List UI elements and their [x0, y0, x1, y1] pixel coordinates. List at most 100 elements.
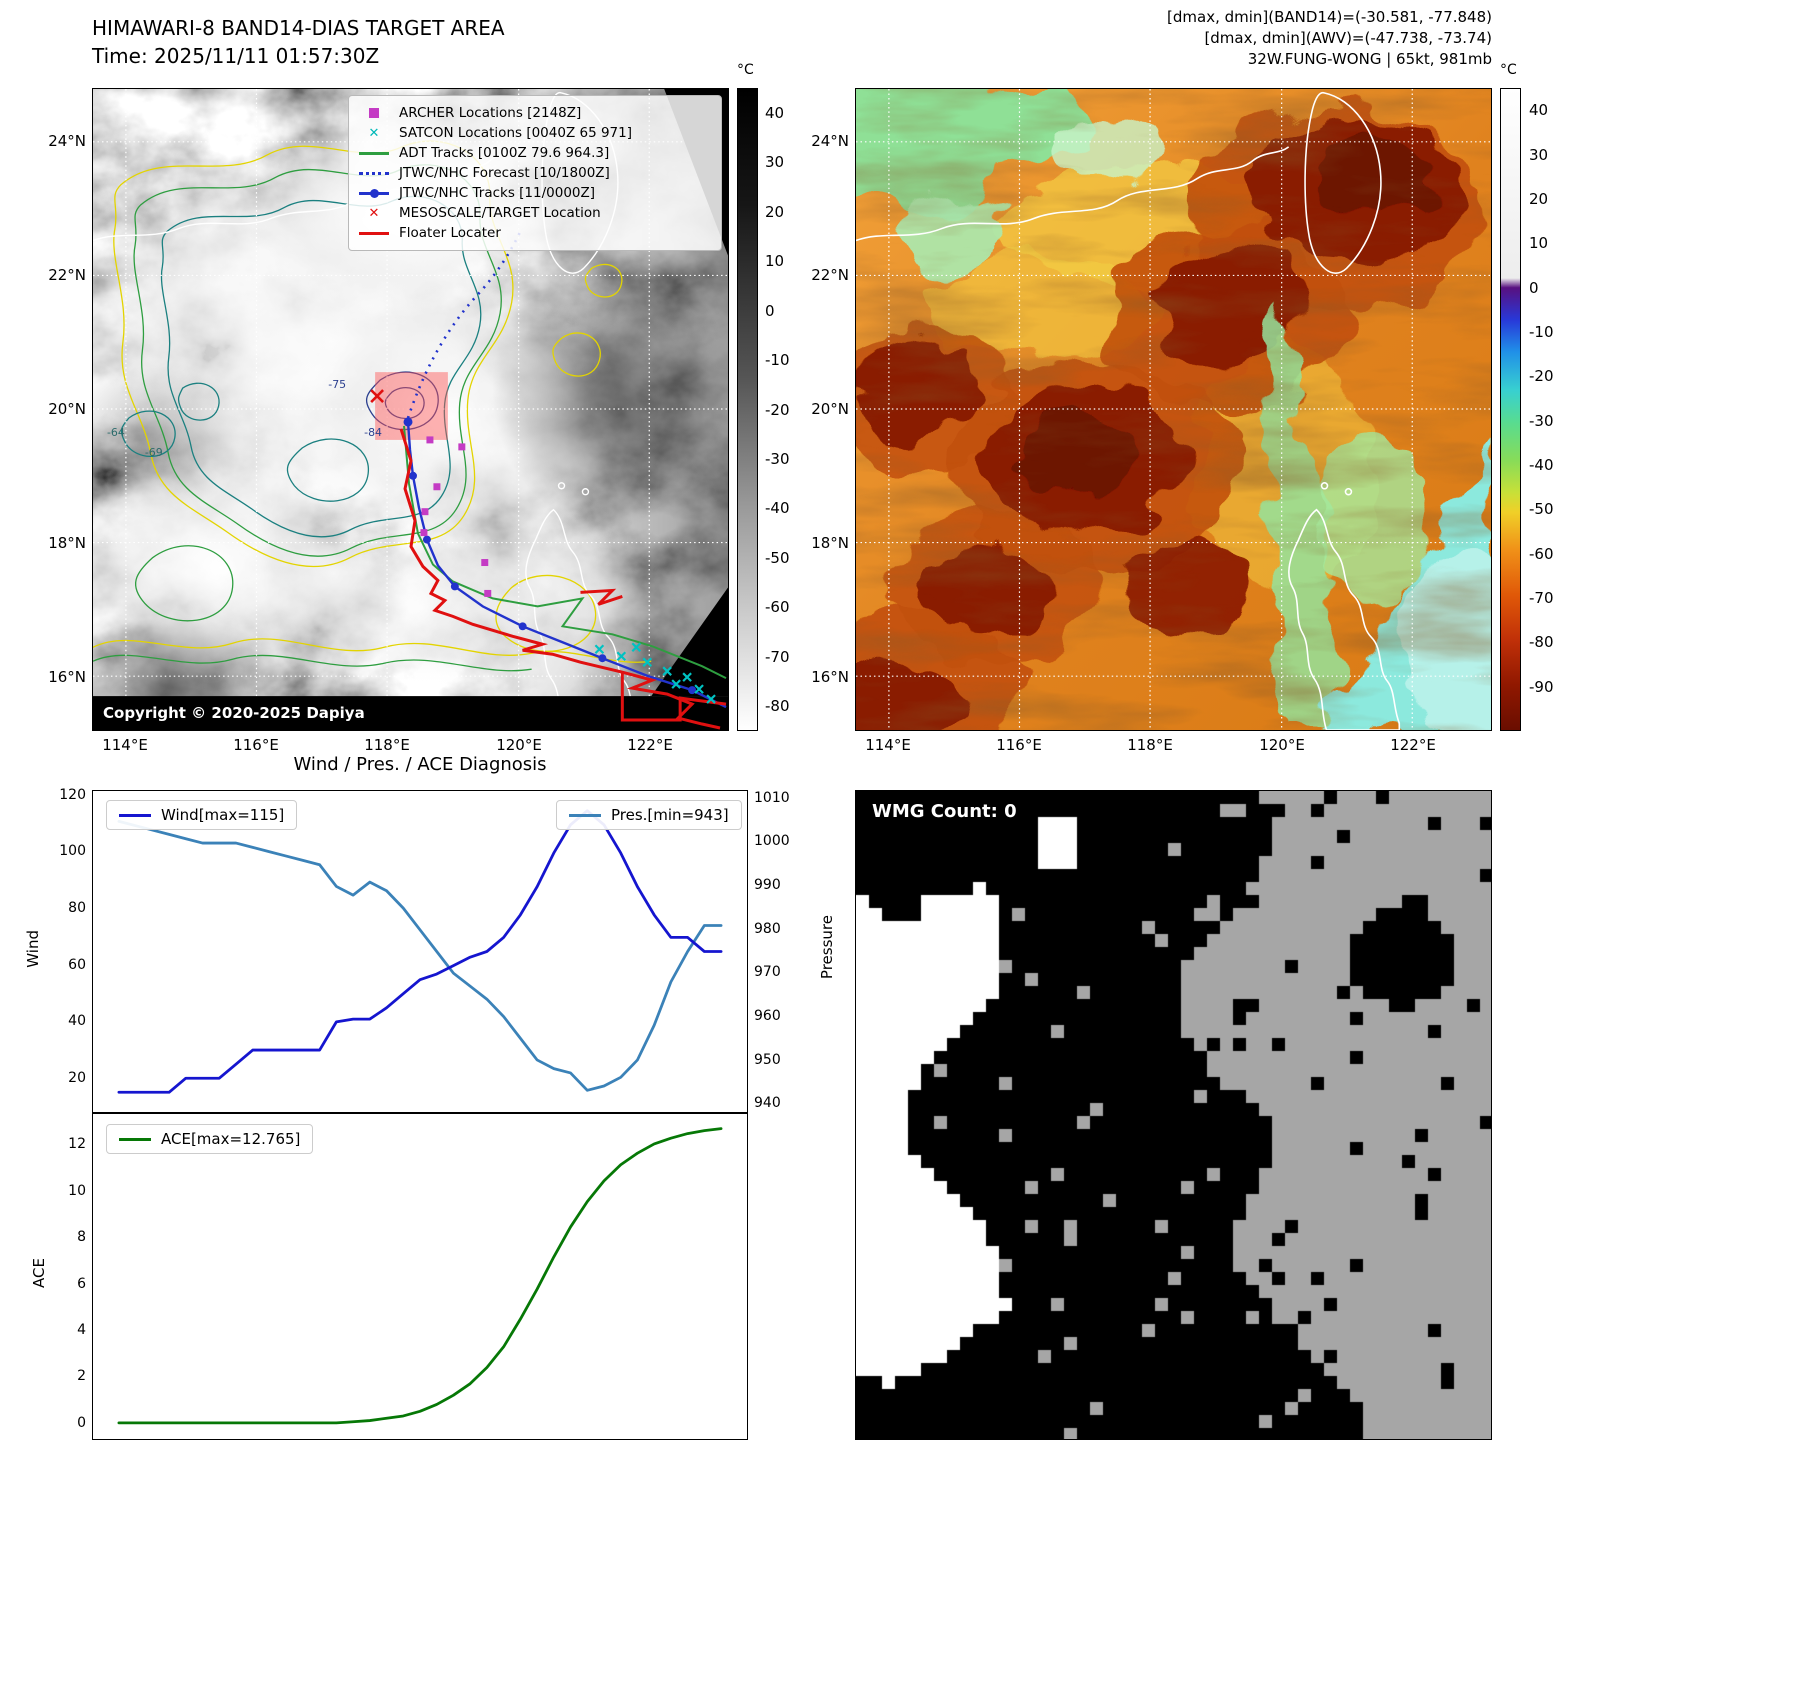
colorbar-tick-label: -30: [765, 449, 790, 468]
copyright-text: Copyright © 2020-2025 Dapiya: [103, 704, 365, 722]
contour-label: -69: [145, 446, 163, 459]
wind-line: [117, 809, 723, 1094]
awv-satellite-image: [806, 74, 1534, 757]
colorbar-tick-label: -60: [1529, 544, 1554, 563]
ace-tick-label: 4: [77, 1322, 86, 1338]
legend-item: ADT Tracks [0100Z 79.6 964.3]: [357, 143, 713, 163]
storm-id-intensity: 32W.FUNG-WONG | 65kt, 981mb: [1247, 50, 1492, 68]
awv-colorbar: [1500, 88, 1521, 731]
band14-subtitle: Time: 2025/11/11 01:57:30Z: [92, 44, 380, 68]
x-tick-label: 118°E: [1127, 736, 1173, 754]
y-tick-label: 16°N: [811, 668, 849, 686]
x-marker-icon: ✕: [368, 125, 380, 141]
pressure-axis-label: Pressure: [818, 915, 836, 980]
pres-legend-line: [569, 813, 601, 817]
colorbar-tick-label: -60: [765, 598, 790, 617]
y-tick-label: 20°N: [811, 400, 849, 418]
wind-tick-label: 120: [59, 786, 86, 803]
x-tick-label: 114°E: [102, 736, 148, 754]
legend-item-label: ARCHER Locations [2148Z]: [399, 105, 582, 121]
y-tick-label: 18°N: [48, 534, 86, 552]
ace-line: [117, 1127, 723, 1425]
colorbar-tick-label: 10: [1529, 234, 1549, 253]
square-marker-icon: [357, 108, 391, 118]
colorbar-tick-label: -10: [1529, 322, 1554, 341]
line-marker-icon: [357, 231, 391, 235]
colorbar-tick-label: 10: [765, 252, 785, 271]
pressure-tick-label: 990: [754, 877, 781, 894]
x-marker-icon: ✕: [368, 205, 380, 221]
band14-colorbar-unit: °C: [737, 62, 754, 78]
wind-legend-line: [119, 813, 151, 817]
legend-item-label: SATCON Locations [0040Z 65 971]: [399, 125, 632, 141]
x-tick-label: 122°E: [1390, 736, 1436, 754]
wind-tick-label: 60: [68, 956, 86, 973]
x-tick-label: 118°E: [364, 736, 410, 754]
awv-header-line-2: [dmax, dmin](AWV)=(-47.738, -73.74): [1204, 29, 1492, 47]
awv-colorbar-unit: °C: [1500, 62, 1517, 78]
pressure-tick-label: 940: [754, 1095, 781, 1112]
wind-tick-label: 100: [59, 843, 86, 860]
colorbar-tick-label: -10: [765, 351, 790, 370]
colorbar-tick-label: -30: [1529, 411, 1554, 430]
wind-pressure-chart: [92, 790, 748, 1113]
band14-title: HIMAWARI-8 BAND14-DIAS TARGET AREA: [92, 16, 505, 40]
y-tick-label: 24°N: [48, 132, 86, 150]
legend-item-label: ADT Tracks [0100Z 79.6 964.3]: [399, 145, 610, 161]
diagnosis-title: Wind / Pres. / ACE Diagnosis: [293, 754, 547, 775]
pressure-line: [117, 819, 723, 1092]
x-tick-label: 120°E: [496, 736, 542, 754]
legend-item: JTWC/NHC Forecast [10/1800Z]: [357, 163, 713, 183]
ace-tick-label: 8: [77, 1229, 86, 1246]
y-tick-label: 22°N: [48, 266, 86, 284]
colorbar-tick-label: 30: [765, 153, 785, 172]
wind-legend-label: Wind[max=115]: [161, 806, 285, 824]
colorbar-tick-label: -80: [765, 697, 790, 716]
storm-tracks: [399, 228, 727, 730]
wind-tick-label: 80: [68, 900, 86, 916]
pressure-tick-label: 1000: [754, 833, 790, 850]
x-tick-label: 116°E: [996, 736, 1042, 754]
colorbar-tick-label: -70: [765, 647, 790, 666]
line-marker-icon: [357, 151, 391, 155]
legend-item: Floater Locater: [357, 223, 713, 243]
colorbar-tick-label: -20: [1529, 367, 1554, 386]
ace-legend-label: ACE[max=12.765]: [161, 1130, 301, 1148]
line-dot-marker-icon: [357, 188, 391, 198]
wind-tick-label: 20: [68, 1070, 86, 1086]
dotted-marker-icon: [357, 171, 391, 175]
wind-legend: Wind[max=115]: [106, 800, 298, 830]
x-tick-label: 122°E: [627, 736, 673, 754]
wmg-count-label: WMG Count: 0: [872, 801, 1017, 822]
ace-tick-label: 2: [77, 1368, 86, 1385]
graticule: [856, 89, 1491, 730]
wmg-panel: WMG Count: 0: [855, 790, 1492, 1440]
legend-item: JTWC/NHC Tracks [11/0000Z]: [357, 183, 713, 203]
ace-legend: ACE[max=12.765]: [106, 1124, 314, 1154]
band14-colorbar: [737, 88, 758, 731]
colorbar-tick-label: -90: [1529, 677, 1554, 696]
pressure-tick-label: 960: [754, 1007, 781, 1024]
colorbar-tick-label: 30: [1529, 145, 1549, 164]
colorbar-tick-label: 40: [765, 103, 785, 122]
pres-legend-label: Pres.[min=943]: [611, 806, 729, 824]
adt-track: [403, 425, 727, 680]
ace-plot: [117, 1127, 723, 1425]
y-tick-label: 18°N: [811, 534, 849, 552]
target-area-box: [375, 372, 448, 440]
contour-label: -75: [328, 378, 346, 391]
x-tick-label: 116°E: [233, 736, 279, 754]
y-tick-label: 24°N: [811, 132, 849, 150]
map-legend: ARCHER Locations [2148Z] ✕ SATCON Location…: [348, 95, 722, 251]
legend-item-label: JTWC/NHC Forecast [10/1800Z]: [399, 165, 610, 181]
wmg-grid-image: [856, 791, 1491, 1439]
x-tick-label: 114°E: [865, 736, 911, 754]
awv-header-line-1: [dmax, dmin](BAND14)=(-30.581, -77.848): [1167, 8, 1492, 26]
colorbar-tick-label: 20: [1529, 189, 1549, 208]
colorbar-tick-label: 0: [1529, 278, 1539, 297]
legend-item: ✕ SATCON Locations [0040Z 65 971]: [357, 123, 713, 143]
awv-map-panel: [806, 74, 1534, 757]
ace-tick-label: 12: [68, 1136, 86, 1153]
floater-track: [399, 428, 721, 730]
pressure-tick-label: 980: [754, 920, 781, 937]
